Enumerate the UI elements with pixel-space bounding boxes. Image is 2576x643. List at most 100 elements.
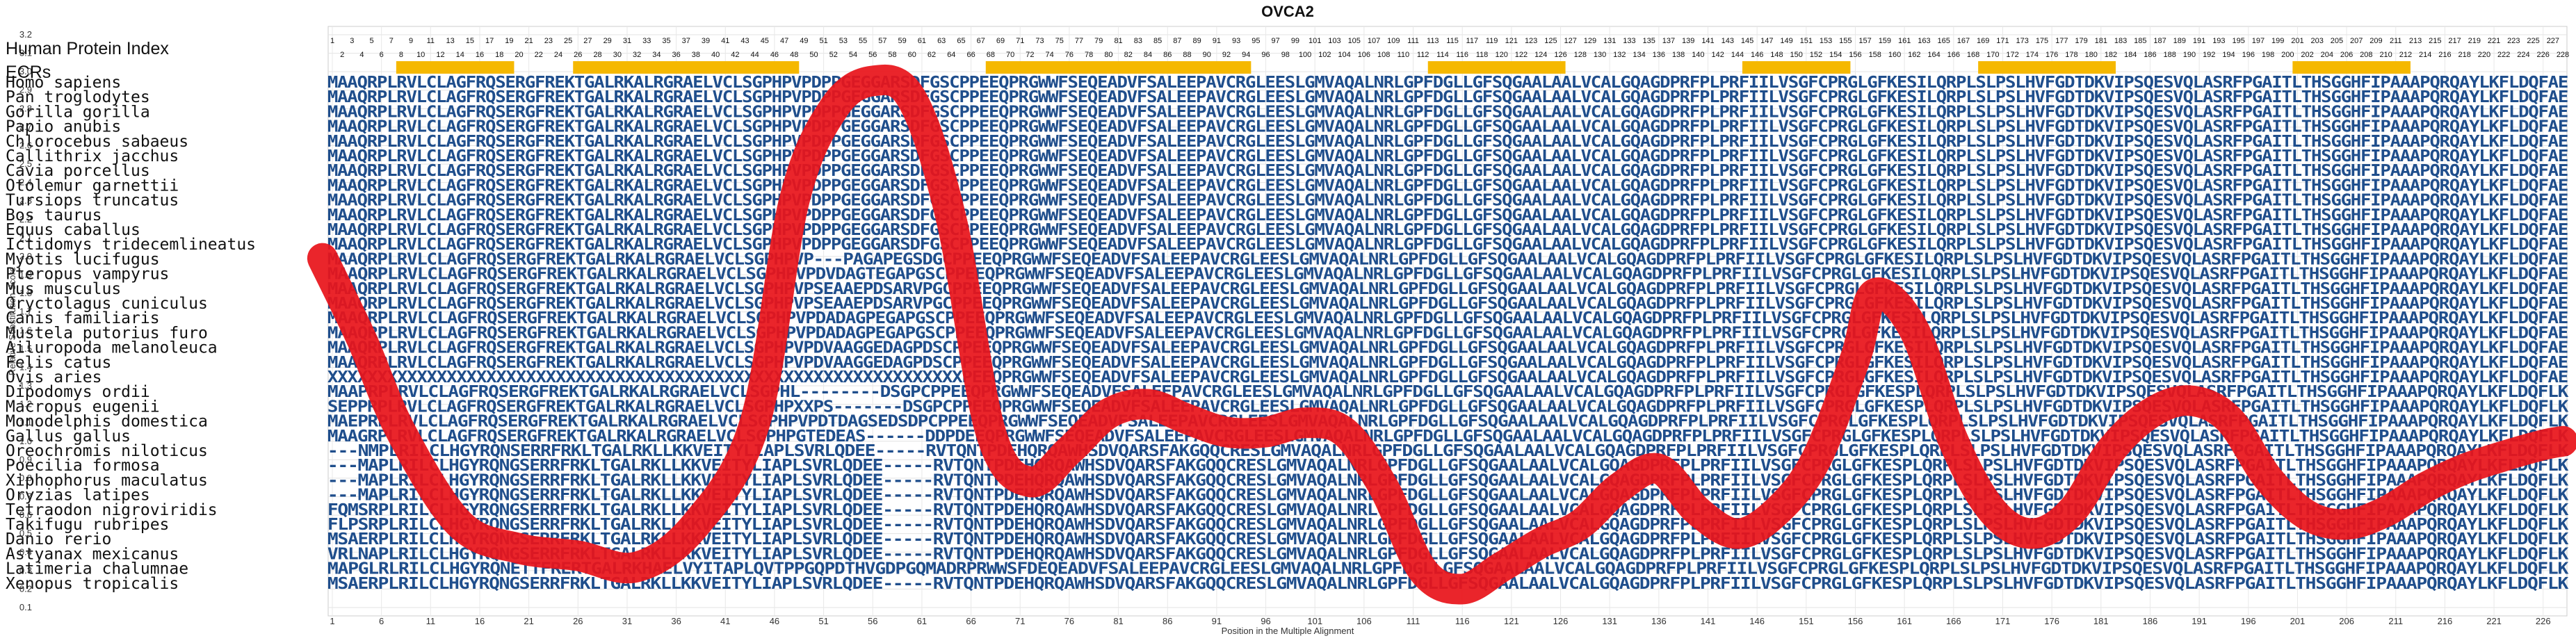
index-even: 32 (633, 51, 641, 59)
index-even: 148 (1770, 51, 1783, 59)
index-even: 194 (2222, 51, 2235, 59)
species-name: Latimeria chalumnae (6, 560, 188, 578)
y-tick-label: 1.2 (19, 399, 32, 409)
x-tick-label: 1 (330, 616, 334, 626)
index-even: 184 (2124, 51, 2137, 59)
species-name: Danio rerio (6, 530, 111, 548)
index-even: 120 (1496, 51, 1508, 59)
index-odd: 121 (1505, 37, 1518, 45)
index-odd: 25 (564, 37, 572, 45)
index-even: 44 (751, 51, 759, 59)
ecr-bar (573, 61, 800, 74)
x-tick-label: 221 (2486, 616, 2502, 626)
chart-title: OVCA2 (1261, 3, 1314, 20)
index-even: 88 (1183, 51, 1191, 59)
index-odd: 43 (740, 37, 749, 45)
index-odd: 141 (1701, 37, 1714, 45)
species-name: Myotis lucifugus (6, 250, 160, 268)
index-odd: 23 (544, 37, 553, 45)
index-odd: 113 (1427, 37, 1439, 45)
index-odd: 157 (1858, 37, 1871, 45)
index-even: 182 (2105, 51, 2117, 59)
species-name: Papio anubis (6, 118, 121, 136)
species-name: Astyanax mexicanus (6, 545, 179, 563)
y-tick-label: 0.8 (19, 473, 32, 483)
index-even: 156 (1849, 51, 1861, 59)
x-tick-label: 131 (1602, 616, 1617, 626)
index-odd: 155 (1839, 37, 1852, 45)
index-odd: 165 (1937, 37, 1950, 45)
sequence-row: MAAQRPLRVLCLAGFRQSERGFREKTGALRKALRGRAELV… (327, 133, 2568, 151)
index-even: 28 (593, 51, 601, 59)
x-tick-label: 76 (1064, 616, 1074, 626)
index-even: 26 (574, 51, 582, 59)
index-odd: 37 (682, 37, 690, 45)
x-tick-label: 46 (770, 616, 779, 626)
index-odd: 41 (721, 37, 729, 45)
index-even: 42 (731, 51, 739, 59)
index-odd: 223 (2507, 37, 2520, 45)
sequence-row: MAAQRPLRVLCLAGFRQSERGFREKTGALRKALRGRAELV… (327, 354, 2568, 372)
index-even: 178 (2065, 51, 2077, 59)
index-even: 152 (1810, 51, 1822, 59)
y-tick-label: 0.5 (19, 528, 32, 539)
index-odd: 183 (2114, 37, 2127, 45)
x-tick-label: 11 (426, 616, 436, 626)
index-even: 188 (2164, 51, 2176, 59)
x-tick-label: 136 (1651, 616, 1667, 626)
index-odd: 123 (1525, 37, 1537, 45)
sequence-row: ---NMPLRILCLHGYRQNSERRFRKLTGALRKLLKKVEIT… (327, 442, 2569, 460)
y-tick-label: 0.7 (19, 491, 32, 502)
x-tick-label: 186 (2143, 616, 2158, 626)
index-even: 48 (790, 51, 798, 59)
index-odd: 97 (1272, 37, 1280, 45)
x-tick-label: 146 (1749, 616, 1765, 626)
index-odd: 117 (1466, 37, 1479, 45)
x-tick-label: 156 (1848, 616, 1863, 626)
index-odd: 1 (330, 37, 334, 45)
index-odd: 213 (2409, 37, 2422, 45)
species-name: Oryzias latipes (6, 487, 150, 505)
index-even: 186 (2144, 51, 2156, 59)
index-odd: 125 (1544, 37, 1557, 45)
index-odd: 81 (1114, 37, 1122, 45)
index-even: 78 (1085, 51, 1093, 59)
x-tick-label: 166 (1946, 616, 1961, 626)
index-odd: 105 (1348, 37, 1361, 45)
index-even: 104 (1338, 51, 1350, 59)
x-axis-ticks: 1 6 11 16 21 26 31 36 41 46 51 56 61 66 71 76 81 86 91 96 10… (330, 616, 2550, 626)
species-name: Xenopus tropicalis (6, 575, 179, 593)
index-even: 122 (1515, 51, 1528, 59)
species-name: Mus musculus (6, 280, 121, 298)
species-name: Otolemur garnettii (6, 177, 179, 195)
index-even: 70 (1006, 51, 1014, 59)
y-tick-label: 2.1 (19, 232, 32, 243)
x-tick-label: 191 (2192, 616, 2207, 626)
index-odd: 75 (1055, 37, 1064, 45)
species-name: Gorilla gorilla (6, 103, 150, 121)
index-even: 220 (2478, 51, 2490, 59)
y-tick-label: 2.4 (19, 177, 32, 188)
y-tick-label: 2.0 (19, 251, 32, 261)
index-odd: 57 (878, 37, 886, 45)
species-name: Pan troglodytes (6, 88, 150, 106)
y-tick-label: 1.0 (19, 436, 32, 446)
y-tick-label: 0.4 (19, 546, 32, 557)
index-even: 158 (1869, 51, 1881, 59)
x-tick-label: 41 (720, 616, 730, 626)
x-tick-label: 151 (1799, 616, 1814, 626)
index-odd: 227 (2547, 37, 2559, 45)
species-name: Dipodomys ordii (6, 383, 150, 401)
y-axis-title: Relative Substitution Score (7, 267, 17, 375)
index-even: 144 (1731, 51, 1744, 59)
index-odd: 39 (702, 37, 710, 45)
index-odd: 13 (446, 37, 454, 45)
index-even: 110 (1398, 51, 1410, 59)
x-tick-label: 141 (1701, 616, 1716, 626)
index-odd: 161 (1898, 37, 1911, 45)
index-even: 196 (2242, 51, 2255, 59)
species-name: Pteropus vampyrus (6, 266, 169, 284)
index-odd: 131 (1603, 37, 1616, 45)
sequence-row: MAAQRPLRVLCLAGFRQSERGFREKTGALRKALRGRAELV… (327, 162, 2568, 180)
